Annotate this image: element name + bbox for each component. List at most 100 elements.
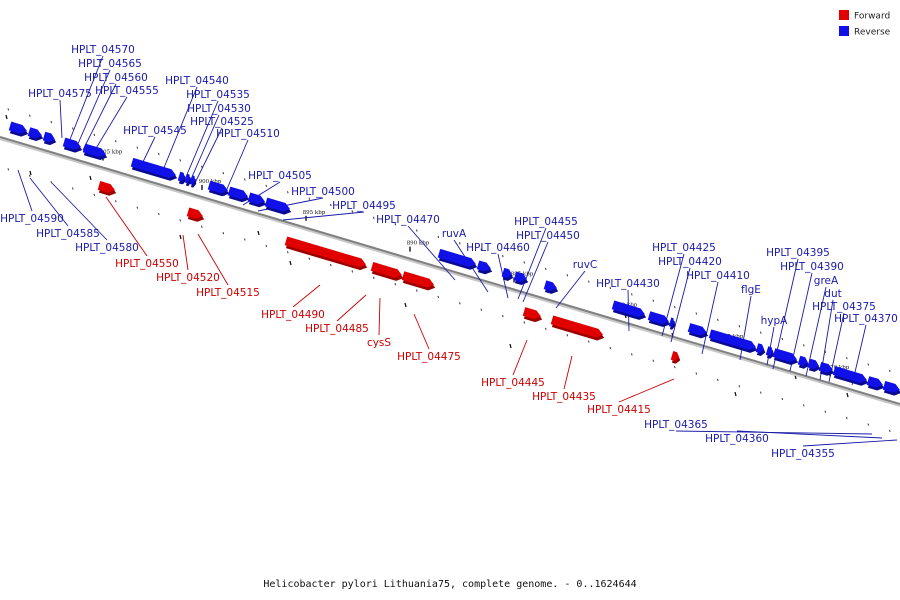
legend-label-forward: Forward [854,12,890,22]
gene-HPLT_04435 [550,315,605,341]
gene-arrow [186,207,204,219]
gene-label: HPLT_04540 [165,75,229,87]
minor-tick [545,327,547,330]
leader-line [182,100,219,185]
gene-HPLT_04500 [264,197,292,215]
gene-label: HPLT_04485 [305,323,369,335]
gene-label: HPLT_04455 [514,216,578,228]
gene-label: HPLT_04355 [771,448,835,460]
minor-tick [373,216,375,219]
minor-tick [158,212,160,216]
gene-HPLT_04420 [708,329,758,353]
gene-label: HPLT_04525 [190,116,254,128]
minor-tick [351,210,354,213]
gene-labels: HPLT_04575 HPLT_04570 HPLT_04565 HPLT_04560… [0,44,898,460]
minor-tick [72,127,74,130]
gene-arrow [476,260,491,272]
genome-axis [0,136,900,407]
leader-line [555,270,586,309]
minor-tick [566,274,569,277]
minor-tick [222,172,225,175]
minor-ticks [5,108,891,433]
gene-flgE [765,346,775,359]
gene-HPLT_04410 [755,343,766,356]
minor-tick [351,270,354,273]
minor-tick [631,293,633,296]
minor-tick [287,191,289,194]
leader-line [805,286,827,377]
minor-tick [588,340,590,343]
gene-arrow [42,131,56,143]
gene-arrow [807,358,820,369]
gene-arrow [82,143,107,158]
gene-arrow [62,137,81,150]
gene-hypA [772,348,799,366]
gene-arrow [189,175,196,185]
gene-HPLT_04460 [513,271,529,286]
leader-line [29,177,69,227]
gene-label: HPLT_04360 [705,433,769,445]
gene-dut [832,366,869,386]
minor-tick [631,353,633,356]
minor-tick [265,184,268,188]
minor-tick [588,280,590,283]
gene-arrow [832,366,868,383]
gene-label: HPLT_04510 [216,128,280,140]
gene-HPLT_04390 [807,358,821,372]
tick-label: 890 kbp [407,241,430,247]
minor-tick [566,334,569,337]
leader-line [292,284,321,308]
minor-tick [509,343,512,349]
gene-HPLT_04415 [670,351,681,364]
minor-tick [179,219,182,222]
gene-arrow [765,346,774,356]
gene-label: flgE [741,284,761,296]
leader-line [82,83,117,151]
gene-arrow [501,267,512,279]
gene-HPLT_04520 [186,207,205,222]
gene-arrow [284,236,367,268]
minor-tick [459,242,461,245]
minor-tick [824,410,827,413]
gene-label: HPLT_04520 [156,272,220,284]
axis-line [0,136,900,405]
leader-line [187,114,220,187]
gene-arrow [370,262,403,278]
gene-label: HPLT_04445 [481,377,545,389]
minor-tick [29,114,31,117]
gene-label: HPLT_04470 [376,214,440,226]
gene-label: HPLT_04450 [516,230,580,242]
leader-line [223,139,249,197]
gene-label: ruvA [442,228,467,240]
gene-arrow [130,157,177,178]
tick-label: 905 kbp [100,150,123,156]
gene-HPLT_04430 [668,317,676,330]
gene-arrow [8,121,27,134]
minor-tick [867,363,870,366]
minor-tick [545,267,547,270]
gene-label: HPLT_04460 [466,242,530,254]
leader-line [197,233,229,286]
gene-label: HPLT_04505 [248,170,312,182]
legend-swatch-reverse [839,26,849,36]
minor-tick [738,325,741,328]
gene-arrow [27,127,42,139]
gene-greA [818,361,835,376]
minor-tick [437,235,440,239]
minor-tick [717,378,719,382]
minor-tick [308,197,311,200]
gene-HPLT_04395 [797,355,810,369]
leader-line [59,99,63,139]
leader-line [413,313,430,350]
minor-tick [760,391,762,394]
leader-line [522,241,549,303]
gene-HPLT_04450 [611,300,647,320]
leader-line [701,281,719,355]
gene-arrow [513,271,528,283]
gene-label: HPLT_04535 [186,89,250,101]
gene-HPLT_04475 [401,271,436,291]
gene-HPLT_04425 [687,323,709,339]
gene-ruvA [501,267,514,281]
leader-line [336,294,367,322]
